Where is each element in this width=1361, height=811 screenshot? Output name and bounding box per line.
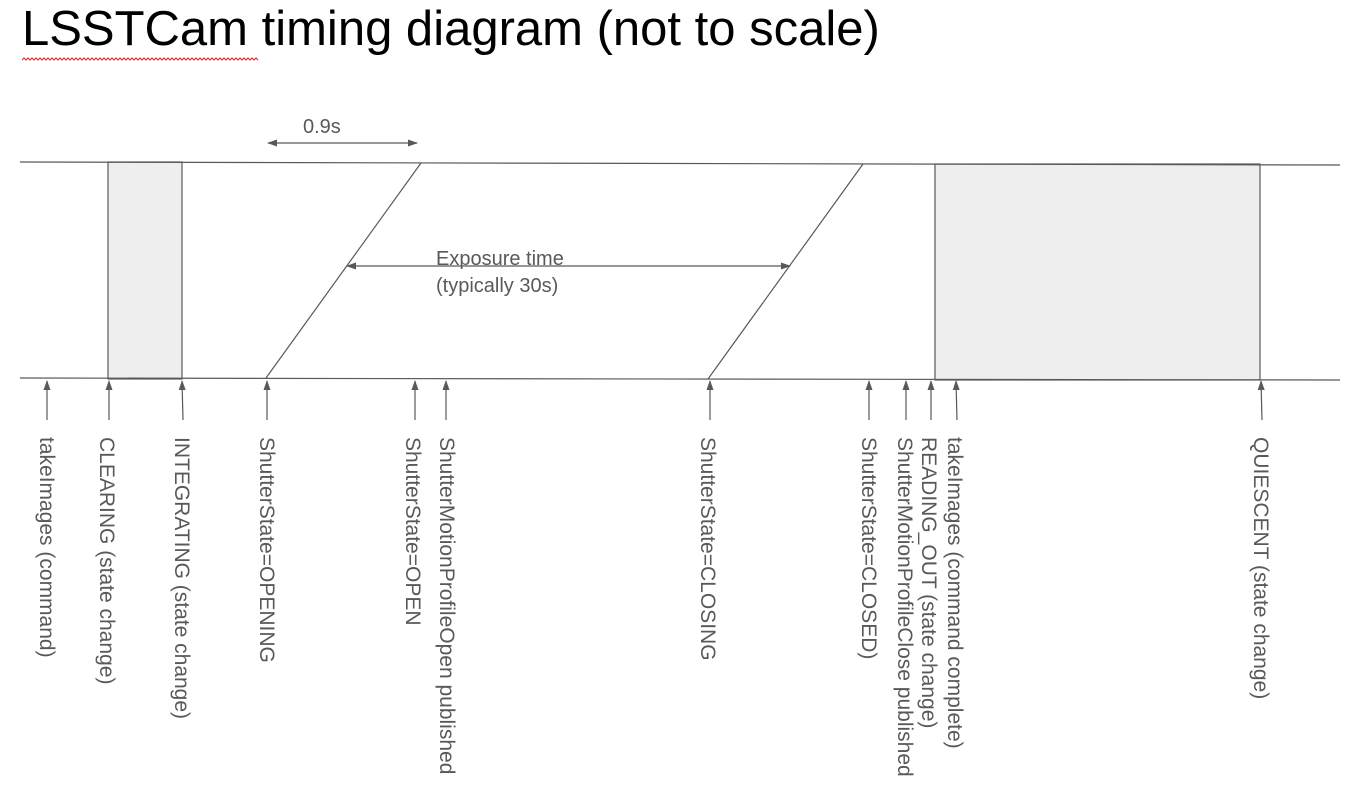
event-label-clearing: CLEARING (state change) bbox=[95, 437, 118, 684]
event-label-integrating: INTEGRATING (state change) bbox=[170, 437, 193, 719]
event-label-take-images: takeImages (command) bbox=[35, 437, 58, 658]
shutter-close-slope bbox=[707, 163, 864, 380]
exposure-label-line1: Exposure time bbox=[436, 248, 564, 270]
event-label-motion-open: ShutterMotionProfileOpen published bbox=[435, 437, 458, 774]
timeline-top bbox=[19, 161, 1341, 166]
event-label-take-images-complete: takeImages (command complete) bbox=[943, 437, 966, 749]
event-arrow-take-images-complete bbox=[952, 380, 960, 421]
event-label-shutter-closing: ShutterState=CLOSING bbox=[696, 437, 719, 661]
event-arrow-integrating bbox=[178, 380, 186, 421]
event-label-shutter-closed: ShutterState=CLOSED) bbox=[857, 437, 880, 659]
page-title: LSSTCam timing diagram (not to scale) bbox=[22, 2, 880, 56]
event-label-reading-out: READING_OUT (state change) bbox=[917, 437, 940, 728]
readout-period bbox=[934, 163, 1261, 381]
timeline-bottom bbox=[19, 377, 1341, 381]
exposure-label-line2: (typically 30s) bbox=[436, 275, 558, 297]
event-label-motion-close: ShutterMotionProfileClose published bbox=[893, 437, 916, 777]
spellcheck-underline bbox=[22, 57, 259, 61]
event-arrow-quiescent bbox=[1257, 380, 1265, 421]
event-label-quiescent: QUIESCENT (state change) bbox=[1249, 437, 1272, 699]
shutter-open-slope bbox=[265, 162, 422, 379]
event-label-shutter-open: ShutterState=OPEN bbox=[401, 437, 424, 626]
clearing-period bbox=[107, 161, 183, 380]
interval-label: 0.9s bbox=[303, 116, 341, 138]
event-label-shutter-opening: ShutterState=OPENING bbox=[255, 437, 278, 663]
